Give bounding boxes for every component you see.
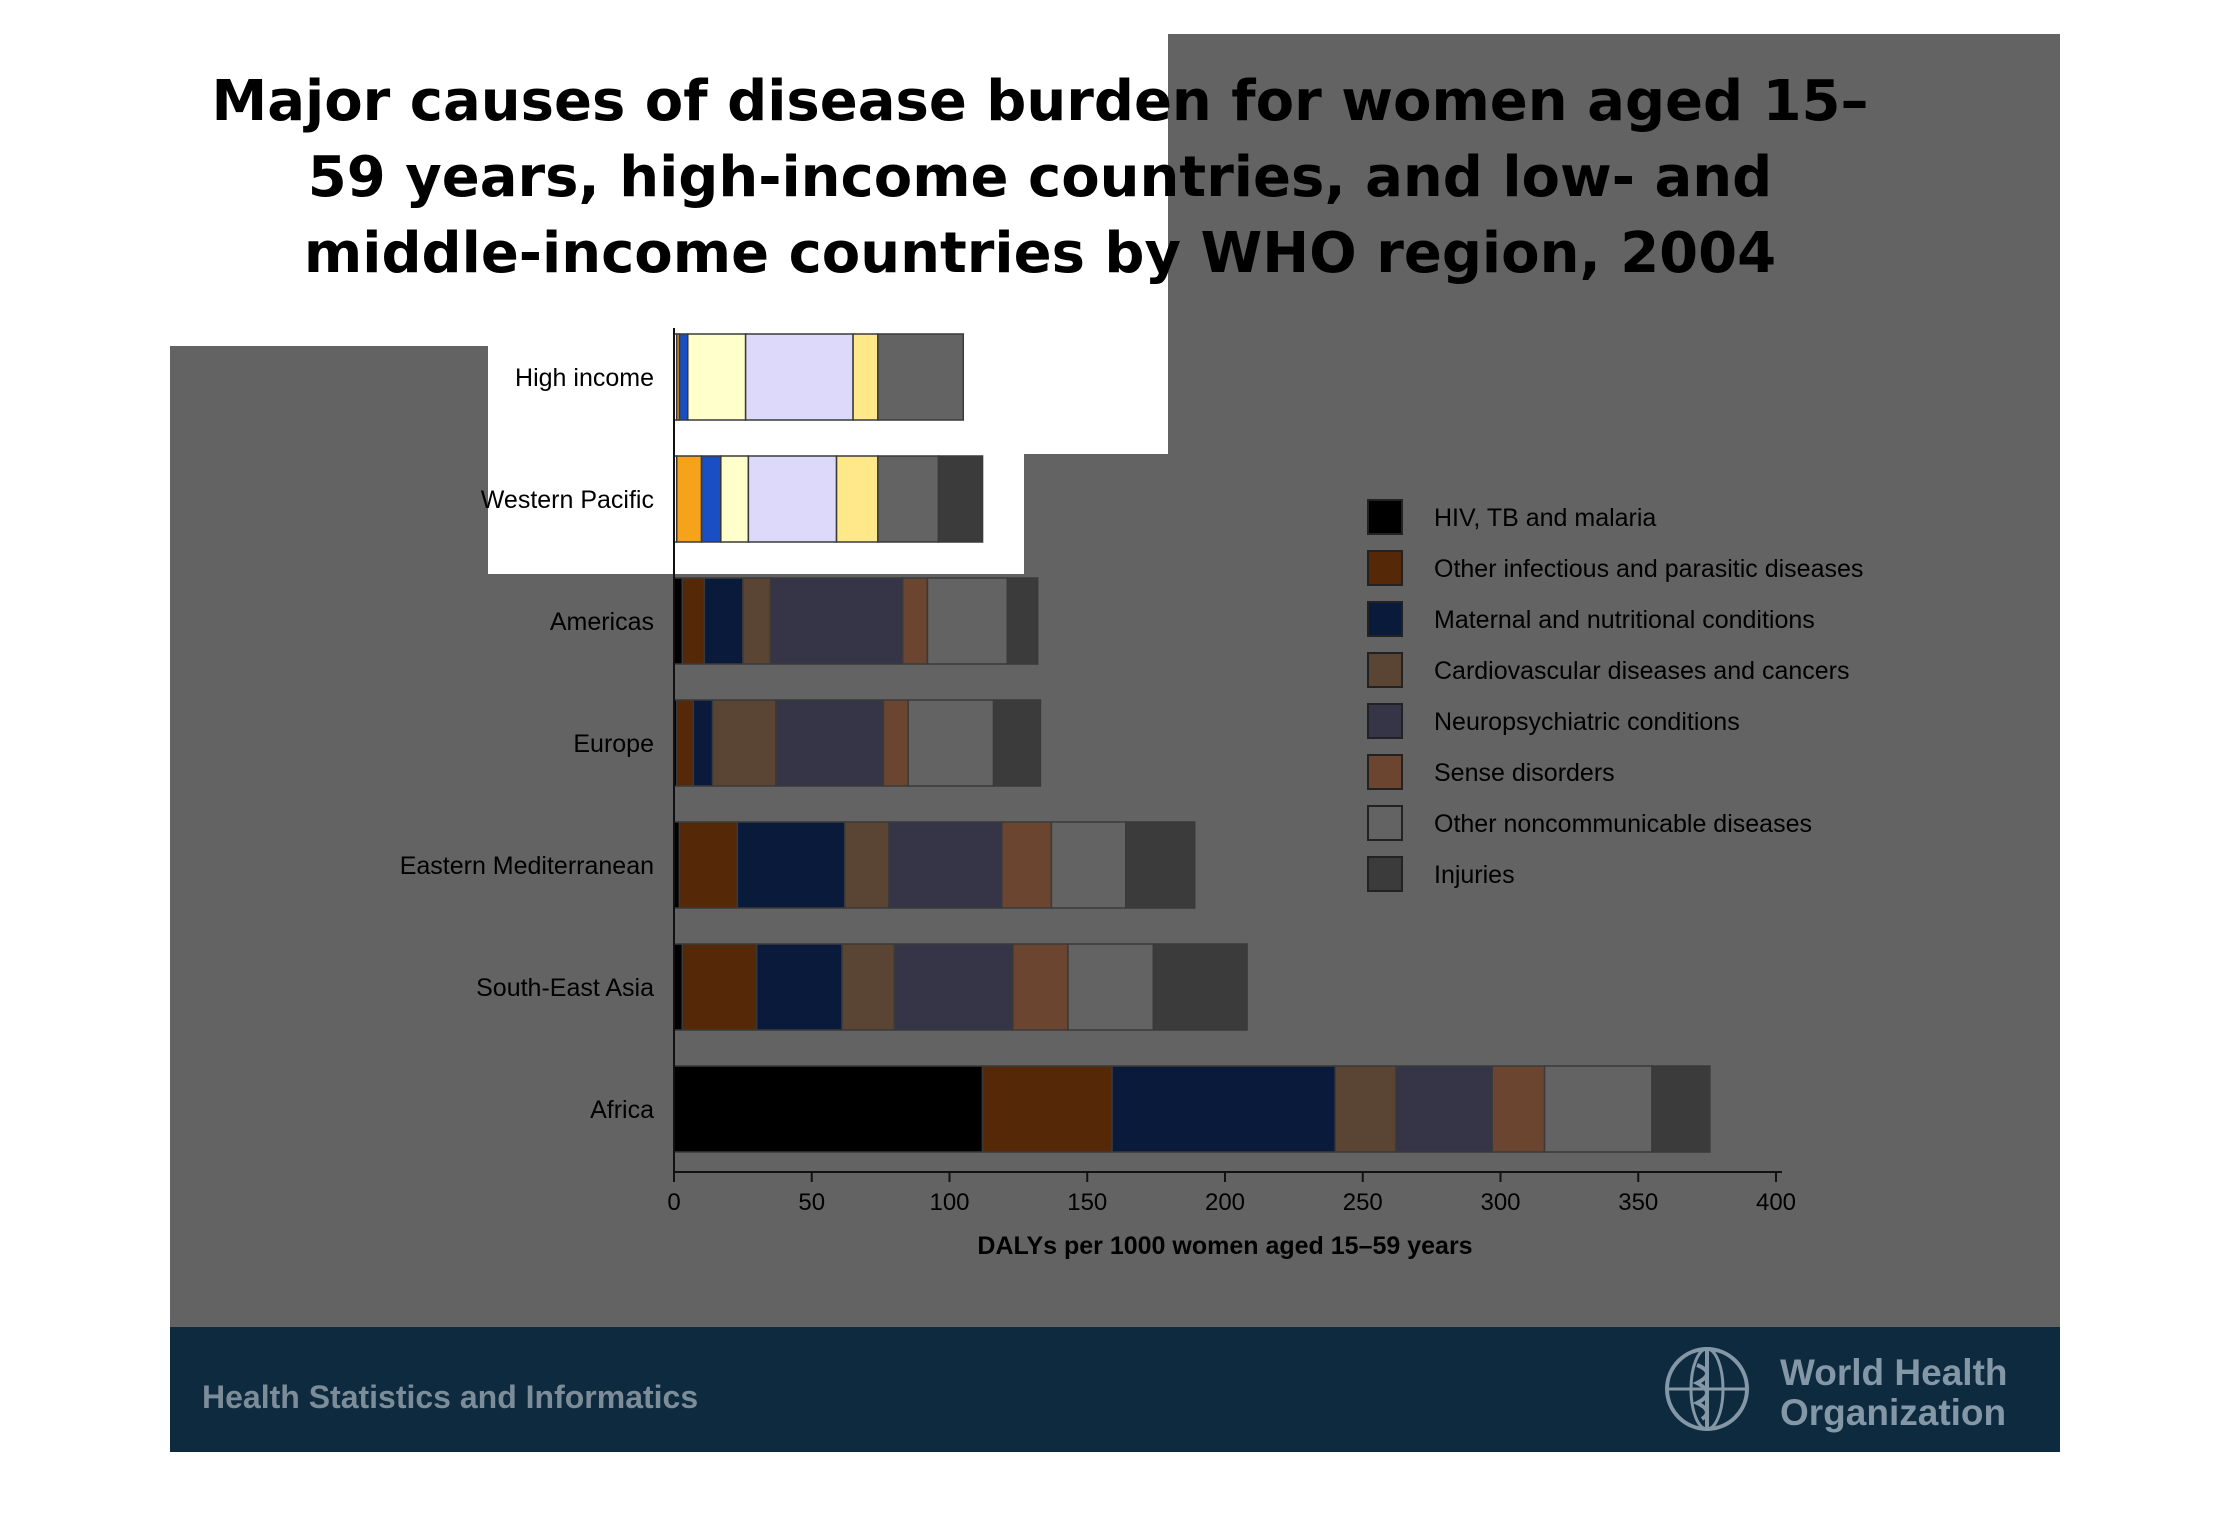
bar-segment xyxy=(673,577,684,665)
bar-segment xyxy=(1012,943,1069,1031)
bar-segment xyxy=(981,1065,1113,1153)
category-label: South-East Asia xyxy=(476,974,654,1002)
x-tick-label: 0 xyxy=(667,1189,680,1216)
x-tick-label: 400 xyxy=(1756,1189,1796,1216)
bar-segment xyxy=(720,455,750,543)
bar-segment xyxy=(835,455,879,543)
bar-segment xyxy=(1050,821,1127,909)
bar-segment xyxy=(1006,577,1039,665)
footer-bar: Health Statistics and Informatics World … xyxy=(170,1327,2060,1452)
bar-segment xyxy=(744,333,854,421)
legend-label: Other infectious and parasitic diseases xyxy=(1434,555,1863,583)
organization-name-line2: Organization xyxy=(1780,1392,2007,1433)
bar-segment xyxy=(687,333,747,421)
bar-segment xyxy=(692,699,714,787)
legend-swatch xyxy=(1367,754,1403,790)
x-tick-label: 150 xyxy=(1067,1189,1107,1216)
bar-segment xyxy=(736,821,846,909)
bar-segment xyxy=(676,699,695,787)
legend-label: Maternal and nutritional conditions xyxy=(1434,606,1815,634)
bar-segment xyxy=(755,943,843,1031)
bar-segment xyxy=(841,943,896,1031)
legend-swatch xyxy=(1367,703,1403,739)
x-tick-label: 300 xyxy=(1480,1189,1520,1216)
bar-segment xyxy=(1395,1065,1493,1153)
bar-segment xyxy=(901,577,929,665)
bar-segment xyxy=(681,943,758,1031)
bar-segment xyxy=(1543,1065,1653,1153)
category-label: Europe xyxy=(573,730,654,758)
footer-text: Health Statistics and Informatics xyxy=(202,1379,699,1415)
bar-segment xyxy=(678,821,739,909)
organization-name: World Health Organization xyxy=(1780,1353,2008,1433)
legend-label: Sense disorders xyxy=(1434,759,1615,787)
bar-segment xyxy=(703,577,744,665)
legend-swatch xyxy=(1367,856,1403,892)
legend-label: HIV, TB and malaria xyxy=(1434,504,1656,532)
legend-label: Other noncommunicable diseases xyxy=(1434,810,1812,838)
bar-segment xyxy=(673,943,684,1031)
bar-segment xyxy=(1125,821,1196,909)
category-label: High income xyxy=(515,364,654,392)
bar-segment xyxy=(676,455,703,543)
bar-segment xyxy=(711,699,777,787)
legend-label: Neuropsychiatric conditions xyxy=(1434,708,1740,736)
x-axis: 0 50 100 150 200 250 300 350 400 DALYs per 1000 w… xyxy=(667,328,1796,1260)
legend-swatch xyxy=(1367,499,1403,535)
bar-segment xyxy=(1334,1065,1397,1153)
legend-swatch xyxy=(1367,601,1403,637)
bar-segment xyxy=(700,455,722,543)
category-label: Americas xyxy=(550,608,654,636)
x-tick-label: 350 xyxy=(1618,1189,1658,1216)
bar-segment xyxy=(769,577,904,665)
bar-segment xyxy=(747,455,838,543)
x-tick-label: 100 xyxy=(929,1189,969,1216)
x-axis-title: DALYs per 1000 women aged 15–59 years xyxy=(977,1232,1472,1260)
bar-segment xyxy=(1001,821,1053,909)
who-emblem-icon xyxy=(1665,1347,1749,1431)
category-labels: High income Western Pacific Americas Europe… xyxy=(400,364,654,1124)
bar-segment xyxy=(1491,1065,1546,1153)
bar-segment xyxy=(992,699,1042,787)
x-tick-label: 200 xyxy=(1205,1189,1245,1216)
bar-segment xyxy=(937,455,984,543)
bar-segment xyxy=(681,577,706,665)
category-label: Africa xyxy=(590,1096,654,1124)
bar-segment xyxy=(888,821,1003,909)
bar-segment xyxy=(678,333,689,421)
legend-swatch xyxy=(1367,805,1403,841)
bar-segment xyxy=(1152,943,1248,1031)
x-tick-label: 250 xyxy=(1343,1189,1383,1216)
x-tick-label: 50 xyxy=(798,1189,825,1216)
bar-segment xyxy=(742,577,772,665)
who-logo: World Health Organization xyxy=(1652,1341,2012,1437)
bar-segment xyxy=(1067,943,1155,1031)
bar-segment xyxy=(775,699,885,787)
legend: HIV, TB and malaria Other infectious and … xyxy=(1367,499,1863,892)
chart-title: Major causes of disease burden for women… xyxy=(211,69,1869,286)
legend-swatch xyxy=(1367,652,1403,688)
legend-label: Injuries xyxy=(1434,861,1515,889)
legend-swatch xyxy=(1367,550,1403,586)
white-overlay-panel xyxy=(170,34,1168,346)
legend-label: Cardiovascular diseases and cancers xyxy=(1434,657,1850,685)
bar-segment xyxy=(1651,1065,1711,1153)
organization-name-line1: World Health xyxy=(1780,1352,2008,1393)
bar-segment xyxy=(877,333,965,421)
category-label: Western Pacific xyxy=(481,486,654,514)
bar-segment xyxy=(673,1065,984,1153)
bar-segment xyxy=(1111,1065,1336,1153)
bar-segment xyxy=(877,455,940,543)
bar-segment xyxy=(844,821,890,909)
category-label: Eastern Mediterranean xyxy=(400,852,654,880)
bar-segment xyxy=(926,577,1009,665)
bar-segment xyxy=(907,699,995,787)
bar-segment xyxy=(882,699,909,787)
bar-segment xyxy=(852,333,879,421)
bars-layer xyxy=(673,333,1711,1153)
bar-segment xyxy=(893,943,1014,1031)
